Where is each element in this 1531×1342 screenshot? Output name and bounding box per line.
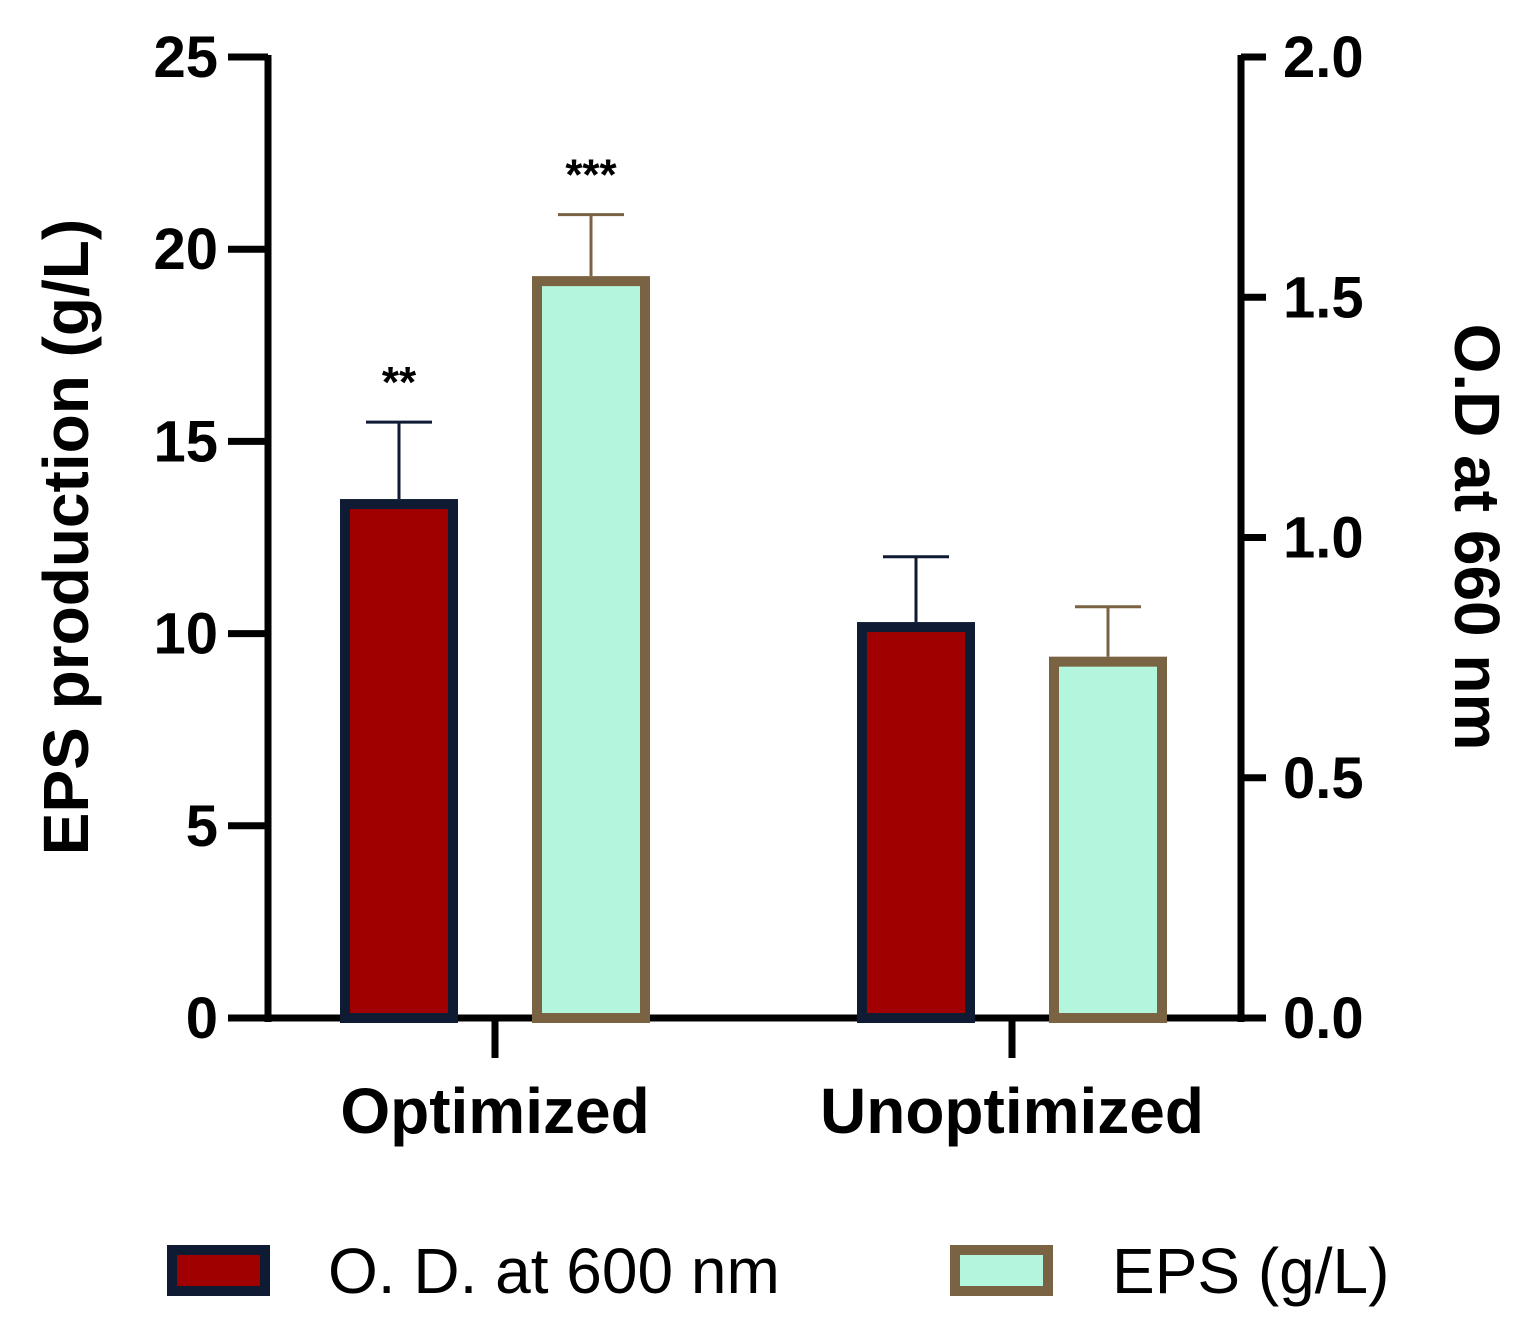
x-category-label: Optimized (340, 1075, 649, 1147)
y2-axis-title: O.D at 660 nm (1441, 324, 1513, 751)
y-tick-label-right: 0.0 (1283, 986, 1364, 1051)
y-tick-label-right: 1.0 (1283, 506, 1364, 571)
bar-eps (1049, 656, 1167, 1023)
y-tick-label-left: 15 (153, 409, 218, 474)
legend: O. D. at 600 nm EPS (g/L) (167, 1235, 1389, 1307)
bar-od (857, 622, 975, 1023)
labels: 05101520250.00.51.01.52.0Optimized*****U… (30, 25, 1513, 1147)
bar-od (340, 499, 458, 1023)
bars (340, 213, 1167, 1024)
legend-label: O. D. at 600 nm (328, 1235, 780, 1307)
significance-marker: ** (382, 358, 417, 407)
y-tick-label-right: 2.0 (1283, 25, 1364, 90)
legend-label: EPS (g/L) (1112, 1235, 1389, 1307)
significance-marker: *** (565, 151, 617, 200)
y-tick-label-right: 0.5 (1283, 746, 1364, 811)
y-tick-label-right: 1.5 (1283, 265, 1364, 330)
bar-eps (532, 276, 650, 1024)
legend-swatch (167, 1245, 270, 1296)
y-tick-label-left: 20 (153, 217, 218, 282)
y-tick-label-left: 5 (186, 794, 218, 859)
legend-swatch (950, 1245, 1053, 1296)
y-tick-label-left: 10 (153, 602, 218, 667)
x-category-label: Unoptimized (820, 1075, 1204, 1147)
y-tick-label-left: 0 (186, 986, 218, 1051)
y-axis-title: EPS production (g/L) (30, 219, 102, 855)
y-tick-label-left: 25 (153, 25, 218, 90)
